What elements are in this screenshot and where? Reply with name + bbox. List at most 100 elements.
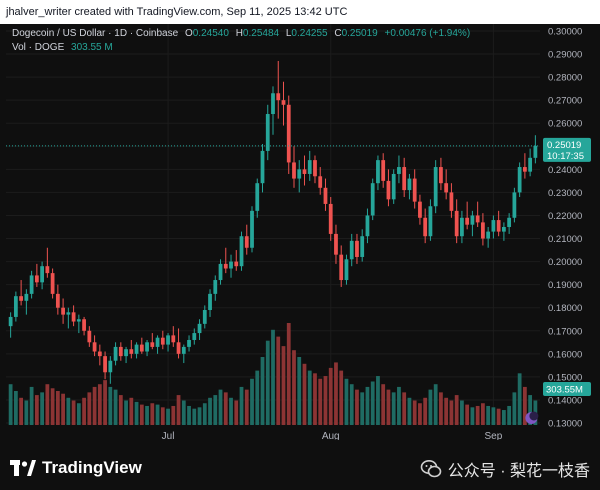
candle-body	[118, 346, 123, 357]
legend-l-label: L	[285, 28, 292, 39]
candle-body	[197, 323, 202, 334]
candle-body	[522, 167, 527, 172]
candle-body	[66, 312, 71, 315]
legend-ohlc: Dogecoin / US Dollar · 1D · Coinbase O0.…	[12, 28, 470, 39]
candle-body	[292, 162, 296, 179]
volume-bar	[124, 400, 128, 425]
candle-body	[302, 169, 307, 174]
y-tick-label: 0.13000	[548, 419, 582, 430]
volume-bar	[192, 408, 197, 425]
volume-bar	[171, 405, 176, 425]
volume-bar	[55, 391, 60, 425]
volume-bar	[365, 386, 370, 425]
candle-body	[155, 337, 160, 347]
volume-bar	[134, 401, 139, 425]
volume-bar	[460, 400, 464, 425]
candle-body	[428, 206, 433, 237]
candle-body	[502, 227, 506, 232]
candle-body	[323, 187, 328, 204]
y-tick-label: 0.28000	[548, 73, 582, 84]
volume-bar	[307, 370, 312, 425]
candle-body	[265, 114, 270, 151]
candle-body	[260, 150, 265, 184]
volume-bar	[407, 397, 412, 425]
candle-body	[381, 160, 386, 181]
candle-body	[97, 351, 102, 357]
volume-bar	[528, 395, 533, 425]
volume-bar	[239, 386, 244, 425]
caption-text: jhalver_writer created with TradingView.…	[6, 6, 348, 18]
candle-body	[8, 316, 13, 327]
volume-bar	[318, 378, 323, 425]
volume-bar	[444, 397, 449, 425]
candle-body	[145, 342, 149, 352]
candle-body	[218, 263, 223, 281]
volume-bar	[40, 392, 44, 425]
candle-body	[412, 178, 417, 202]
candle-body	[533, 145, 538, 158]
candle-body	[391, 173, 396, 200]
candle-body	[82, 319, 86, 331]
volume-bar	[166, 408, 170, 425]
y-tick-label: 0.21000	[548, 234, 582, 245]
volume-bar	[71, 400, 76, 425]
volume-bar	[244, 389, 249, 425]
y-tick-label: 0.16000	[548, 349, 582, 360]
candle-body	[470, 215, 475, 225]
volume-bar	[229, 397, 233, 425]
volume-bar	[397, 386, 401, 425]
volume-bar	[496, 408, 501, 425]
candle-body	[255, 183, 260, 211]
volume-bar	[376, 376, 380, 425]
tradingview-logo[interactable]: TradingView	[10, 458, 142, 478]
volume-bar	[412, 400, 417, 425]
candle-body	[187, 339, 191, 347]
volume-bar	[265, 340, 270, 425]
volume-bar	[449, 400, 454, 425]
volume-bar	[276, 336, 281, 425]
candle-body	[24, 293, 29, 301]
volume-bar	[19, 397, 24, 425]
candle-body	[328, 203, 333, 234]
volume-bar	[108, 386, 113, 425]
volume-bar	[92, 386, 97, 425]
legend-close: 0.25019	[341, 28, 378, 39]
candle-body	[181, 346, 186, 354]
volume-bar	[507, 405, 512, 425]
y-tick-label: 0.26000	[548, 119, 582, 130]
volume-bar	[391, 392, 396, 425]
volume-bar	[213, 395, 218, 425]
volume-bar	[475, 405, 480, 425]
candle-body	[281, 100, 286, 105]
candle-body	[507, 217, 512, 227]
volume-bar	[155, 404, 160, 425]
candle-body	[365, 215, 370, 237]
volume-bar	[302, 363, 307, 425]
candle-body	[234, 261, 239, 267]
candle-body	[334, 233, 338, 255]
last-price-value: 0.25019	[547, 140, 581, 151]
volume-bar	[197, 407, 202, 425]
candle-body	[307, 160, 312, 174]
candle-body	[113, 346, 118, 361]
candle-body	[213, 280, 218, 294]
volume-bar	[202, 403, 207, 425]
candle-body	[76, 319, 81, 322]
legend-volume: Vol · DOGE 303.55 M	[12, 42, 113, 53]
x-tick-label: Jul	[162, 431, 175, 440]
candle-body	[313, 160, 317, 177]
candle-body	[223, 263, 228, 269]
y-tick-label: 0.17000	[548, 326, 582, 337]
candle-body	[229, 261, 233, 269]
volume-tag	[543, 382, 591, 396]
volume-bar	[423, 397, 428, 425]
price-chart[interactable]: 0.30000 0.29000 0.28000 0.27000 0.26000 0.250…	[0, 0, 600, 440]
volume-bar	[250, 378, 254, 425]
candle-body	[318, 176, 323, 188]
candle-body	[103, 356, 107, 373]
volume-bar	[218, 389, 223, 425]
legend-o-label: O	[184, 28, 193, 39]
candle-body	[29, 275, 34, 294]
volume-bar	[502, 410, 506, 425]
candle-body	[454, 210, 459, 237]
